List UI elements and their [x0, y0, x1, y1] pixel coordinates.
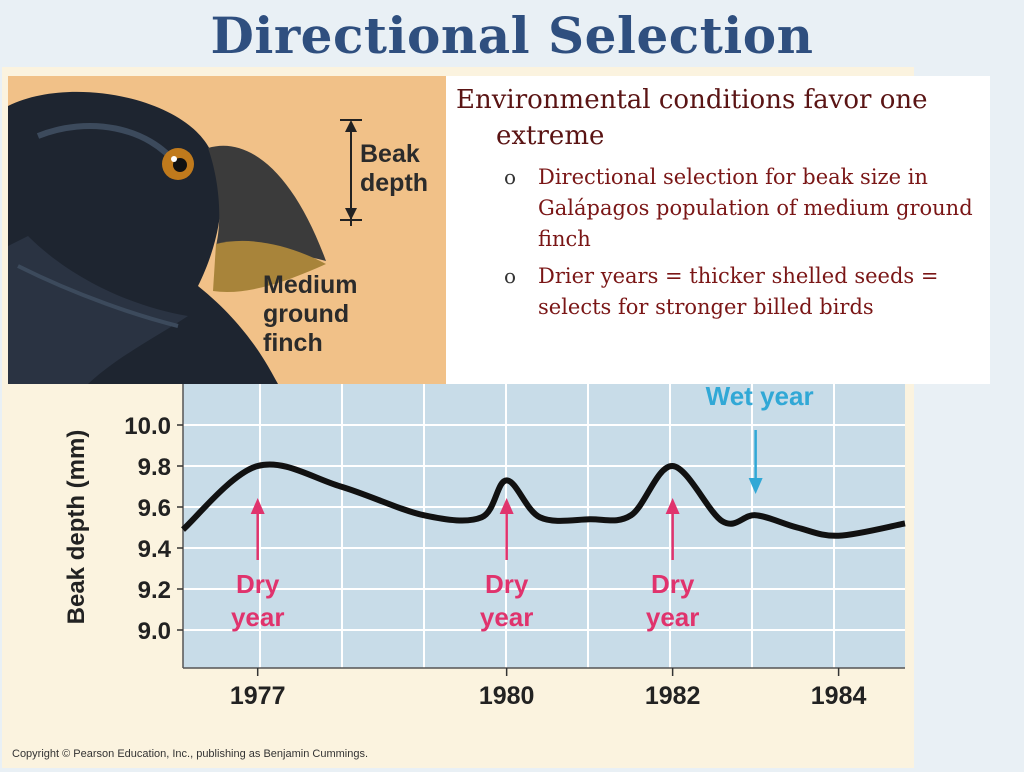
dry-year-label: Dry: [236, 569, 280, 599]
dry-year-label: year: [480, 602, 534, 632]
x-tick-label: 1982: [645, 682, 701, 710]
dry-year-label: year: [231, 602, 285, 632]
finch-name-label: Medium ground finch: [263, 271, 358, 357]
finch-illustration: Beak depth Medium ground finch: [8, 76, 446, 384]
y-tick-label: 10.0: [124, 413, 171, 440]
copyright-notice: Copyright © Pearson Education, Inc., pub…: [12, 748, 369, 760]
y-tick-label: 9.6: [138, 495, 171, 522]
dry-year-label: Dry: [485, 569, 529, 599]
beak-depth-label: Beak depth: [360, 140, 429, 197]
y-tick-label: 9.4: [138, 536, 172, 563]
arrow-up-icon: [665, 498, 680, 514]
y-tick-label: 9.0: [138, 618, 171, 645]
x-tick-label: 1977: [230, 682, 286, 710]
sub-bullet: o Directional selection for beak size in…: [504, 162, 984, 255]
sub-bullet-text: Drier years = thicker shelled seeds = se…: [538, 264, 939, 319]
text-box: Environmental conditions favor one extre…: [446, 76, 990, 384]
dry-year-label: Dry: [651, 569, 695, 599]
y-axis-label: Beak depth (mm): [63, 430, 90, 625]
beak-depth-series-line: [180, 461, 906, 539]
y-tick-label: 9.8: [138, 454, 171, 481]
sub-bullet-text: Directional selection for beak size in G…: [538, 165, 973, 251]
y-tick-label: 9.2: [138, 577, 171, 604]
slide-title: Directional Selection: [210, 6, 814, 65]
x-tick-label: 1984: [811, 682, 867, 710]
wet-year-label: Wet year: [706, 381, 814, 411]
arrow-up-icon: [250, 498, 265, 514]
sub-bullet-list: o Directional selection for beak size in…: [504, 162, 984, 329]
x-tick-label: 1980: [479, 682, 535, 710]
sub-bullet: o Drier years = thicker shelled seeds = …: [504, 261, 984, 323]
bullet-marker-icon: o: [504, 165, 517, 189]
main-bullet: Environmental conditions favor one extre…: [456, 85, 928, 151]
arrow-up-icon: [499, 498, 514, 514]
finch-drawing: [8, 91, 362, 384]
dry-year-label: year: [646, 602, 700, 632]
bullet-marker-icon: o: [504, 264, 517, 288]
arrow-down-icon: [748, 478, 763, 494]
